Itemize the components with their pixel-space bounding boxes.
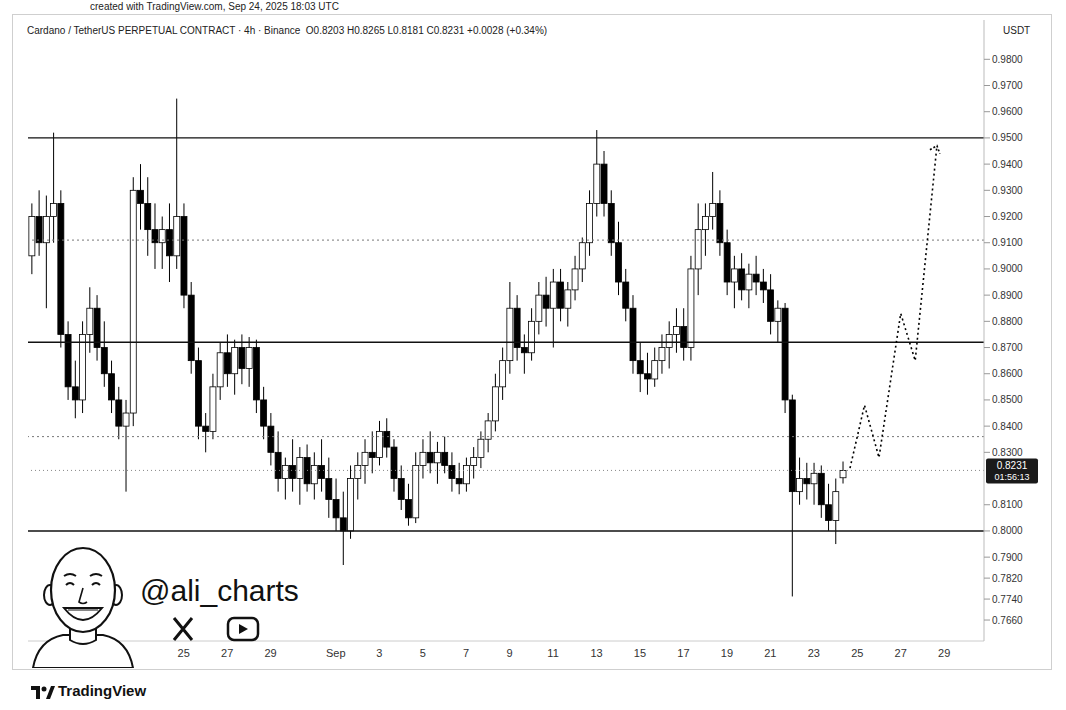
svg-text:0.7660: 0.7660 xyxy=(992,615,1023,626)
svg-text:0.9500: 0.9500 xyxy=(992,132,1023,143)
svg-text:27: 27 xyxy=(895,647,907,659)
html-text:Cardano / TetherUS PERPETUAL C: Cardano / TetherUS PERPETUAL CONTRACT · … xyxy=(27,25,301,36)
svg-text:25: 25 xyxy=(851,647,863,659)
svg-text:0.8000: 0.8000 xyxy=(992,525,1023,536)
svg-text:0.9700: 0.9700 xyxy=(992,80,1023,91)
svg-text:01:56:13: 01:56:13 xyxy=(994,472,1029,482)
svg-text:0.8300: 0.8300 xyxy=(992,447,1023,458)
svg-text:0.8600: 0.8600 xyxy=(992,368,1023,379)
svg-text:21: 21 xyxy=(764,647,776,659)
svg-text:0.9100: 0.9100 xyxy=(992,237,1023,248)
svg-text:7: 7 xyxy=(463,647,469,659)
html-text:TradingView: TradingView xyxy=(58,682,147,699)
svg-text:19: 19 xyxy=(721,647,733,659)
svg-text:0.7820: 0.7820 xyxy=(992,573,1023,584)
svg-text:0.8900: 0.8900 xyxy=(992,290,1023,301)
svg-text:9: 9 xyxy=(507,647,513,659)
svg-text:0.8231: 0.8231 xyxy=(997,460,1028,471)
html-text:O0.8203 H0.8265 L0.8181 C0.823: O0.8203 H0.8265 L0.8181 C0.8231 +0.0028 … xyxy=(305,25,548,36)
html-text:created with TradingView.com,: created with TradingView.com, Sep 24, 20… xyxy=(90,1,339,12)
svg-text:0.8100: 0.8100 xyxy=(992,499,1023,510)
svg-text:0.9300: 0.9300 xyxy=(992,185,1023,196)
svg-text:5: 5 xyxy=(420,647,426,659)
svg-text:25: 25 xyxy=(178,647,190,659)
html-text:@ali_charts: @ali_charts xyxy=(140,574,299,607)
svg-text:0.9200: 0.9200 xyxy=(992,211,1023,222)
svg-text:23: 23 xyxy=(808,647,820,659)
svg-text:0.7900: 0.7900 xyxy=(992,552,1023,563)
svg-text:29: 29 xyxy=(264,647,276,659)
svg-text:3: 3 xyxy=(376,647,382,659)
svg-text:0.9600: 0.9600 xyxy=(992,106,1023,117)
svg-text:11: 11 xyxy=(547,647,558,659)
svg-text:27: 27 xyxy=(221,647,233,659)
svg-text:15: 15 xyxy=(634,647,646,659)
svg-text:13: 13 xyxy=(590,647,602,659)
svg-text:0.8800: 0.8800 xyxy=(992,316,1023,327)
svg-text:0.8400: 0.8400 xyxy=(992,421,1023,432)
svg-text:0.9400: 0.9400 xyxy=(992,159,1023,170)
svg-text:0.8700: 0.8700 xyxy=(992,342,1023,353)
svg-text:0.8500: 0.8500 xyxy=(992,394,1023,405)
svg-text:Sep: Sep xyxy=(326,647,346,659)
svg-text:0.9800: 0.9800 xyxy=(992,54,1023,65)
svg-text:0.7740: 0.7740 xyxy=(992,594,1023,605)
svg-text:0.9000: 0.9000 xyxy=(992,263,1023,274)
svg-text:29: 29 xyxy=(938,647,950,659)
html-text:USDT: USDT xyxy=(1003,25,1031,36)
svg-text:17: 17 xyxy=(677,647,689,659)
